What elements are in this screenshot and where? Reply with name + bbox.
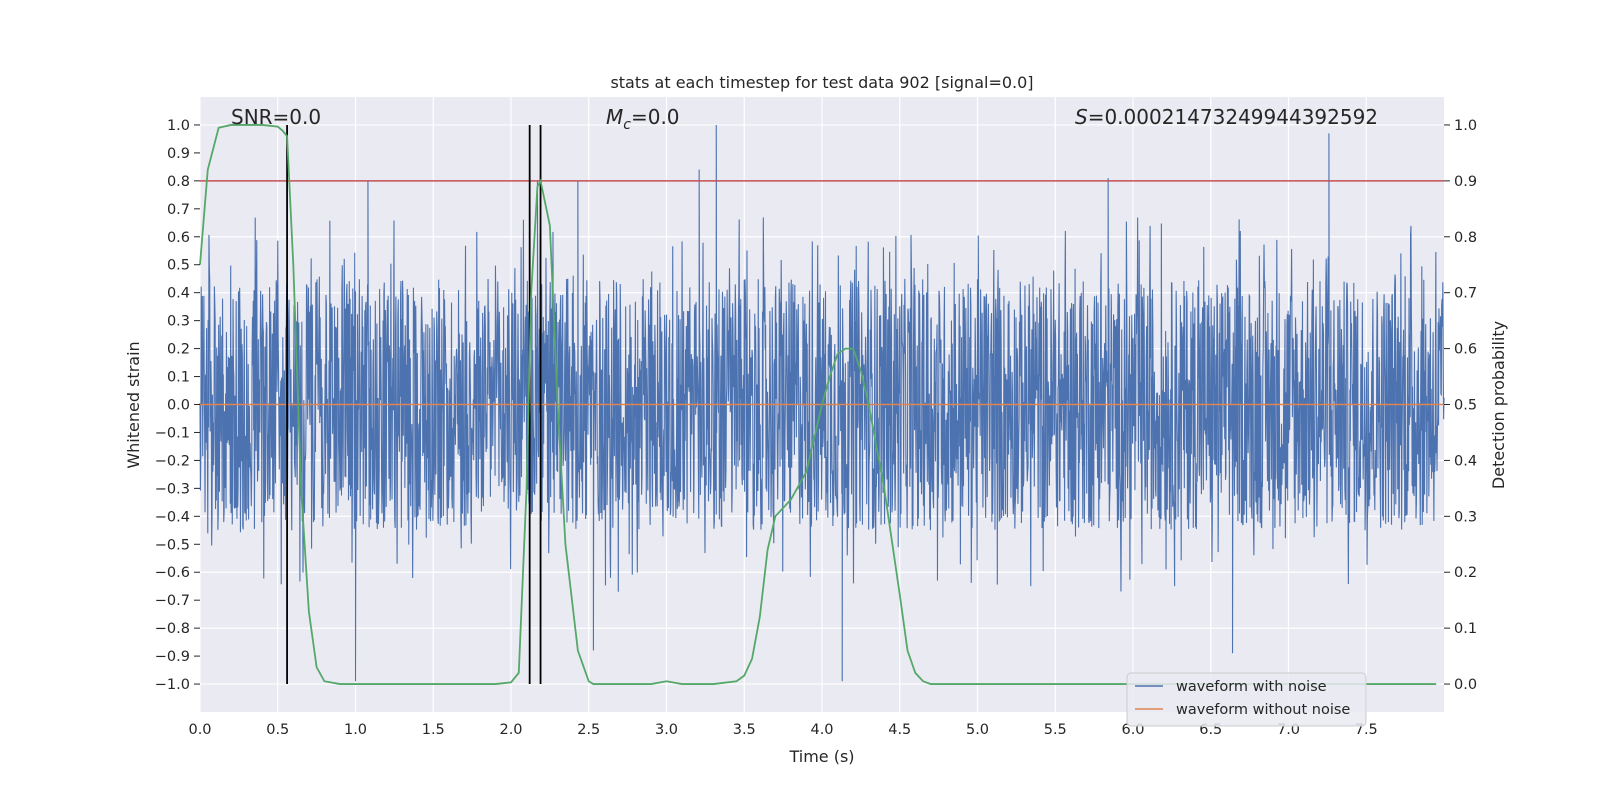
x-tick-label: 3.0 xyxy=(655,722,678,738)
x-axis-label: Time (s) xyxy=(788,747,854,766)
y-tick-label-left: −0.5 xyxy=(155,537,190,553)
y-tick-label-left: −0.9 xyxy=(155,649,190,665)
x-tick-label: 1.5 xyxy=(422,722,445,738)
y-tick-label-right: 0.8 xyxy=(1454,230,1477,246)
y-tick-label-left: 0.4 xyxy=(167,286,190,302)
y-tick-label-left: 0.6 xyxy=(167,230,190,246)
legend-box xyxy=(1126,672,1367,727)
s-symbol: S xyxy=(1075,105,1088,129)
x-tick-label: 0.0 xyxy=(188,722,211,738)
y-tick-label-left: 0.2 xyxy=(167,342,190,358)
y-tick-label-left: −0.2 xyxy=(155,453,190,469)
y-tick-label-left: 0.9 xyxy=(167,146,190,162)
mc-annotation: Mc=0.0 xyxy=(606,105,680,133)
y-tick-label-left: 0.8 xyxy=(167,174,190,190)
x-tick-label: 1.0 xyxy=(344,722,367,738)
y-tick-label-right: 0.1 xyxy=(1454,621,1477,637)
chart-title: stats at each timestep for test data 902… xyxy=(610,73,1033,92)
x-tick-label: 4.0 xyxy=(810,722,833,738)
y-axis-label-left: Whitened strain xyxy=(124,341,143,468)
y-tick-label-left: 0.3 xyxy=(167,314,190,330)
y-tick-label-right: 0.6 xyxy=(1454,342,1477,358)
y-ticks-left: 1.0 0.9 0.8 0.7 0.6 0.5 0.4 0.3 0.2 0.1 0.0 −0.1 −0.… xyxy=(155,118,200,693)
y-tick-label-right: 1.0 xyxy=(1454,118,1477,134)
y-tick-label-left: −0.8 xyxy=(155,621,190,637)
probability-line xyxy=(199,124,1437,685)
x-tick-label: 5.0 xyxy=(966,722,989,738)
y-tick-label-right: 0.3 xyxy=(1454,509,1477,525)
y-tick-label-left: −0.6 xyxy=(155,565,190,581)
y-tick-label-left: −0.7 xyxy=(155,593,190,609)
x-tick-label: 3.5 xyxy=(733,722,756,738)
y-ticks-right: 1.0 0.9 0.8 0.7 0.6 0.5 0.4 0.3 0.2 0.1 0.0 xyxy=(1444,118,1477,693)
s-value: =0.00021473249944392592 xyxy=(1088,105,1378,129)
legend-label-noise: waveform with noise xyxy=(1176,679,1327,695)
mc-value: =0.0 xyxy=(631,105,680,129)
mc-subscript: c xyxy=(623,117,631,133)
y-tick-label-left: −1.0 xyxy=(155,677,190,693)
mc-symbol: M xyxy=(606,105,623,129)
y-tick-label-left: 0.1 xyxy=(167,370,190,386)
s-annotation: S=0.00021473249944392592 xyxy=(1075,105,1378,129)
y-tick-label-right: 0.2 xyxy=(1454,565,1477,581)
y-tick-label-right: 0.4 xyxy=(1454,453,1477,469)
snr-annotation: SNR=0.0 xyxy=(231,105,321,129)
vertical-markers xyxy=(286,124,542,685)
y-tick-label-right: 0.7 xyxy=(1454,286,1477,302)
y-tick-label-right: 0.0 xyxy=(1454,677,1477,693)
x-tick-label: 4.5 xyxy=(888,722,911,738)
y-tick-label-left: −0.3 xyxy=(155,481,190,497)
x-tick-label: 0.5 xyxy=(266,722,289,738)
noise-waveform-line xyxy=(199,124,1445,682)
legend-label-clean: waveform without noise xyxy=(1176,702,1350,718)
legend: waveform with noise waveform without noi… xyxy=(1126,672,1367,727)
y-tick-label-left: −0.4 xyxy=(155,509,190,525)
x-tick-label: 5.5 xyxy=(1044,722,1067,738)
x-tick-label: 2.5 xyxy=(577,722,600,738)
y-tick-label-right: 0.9 xyxy=(1454,174,1477,190)
y-tick-label-left: 0.0 xyxy=(167,398,190,414)
x-tick-label: 2.0 xyxy=(499,722,522,738)
y-tick-label-left: 0.5 xyxy=(167,258,190,274)
y-tick-label-left: −0.1 xyxy=(155,425,190,441)
y-tick-label-left: 1.0 xyxy=(167,118,190,134)
series-detection-probability xyxy=(199,124,1437,685)
y-tick-label-right: 0.5 xyxy=(1454,398,1477,414)
series-waveform-with-noise xyxy=(199,124,1445,682)
y-tick-label-left: 0.7 xyxy=(167,202,190,218)
y-axis-label-right: Detection probability xyxy=(1489,321,1508,489)
